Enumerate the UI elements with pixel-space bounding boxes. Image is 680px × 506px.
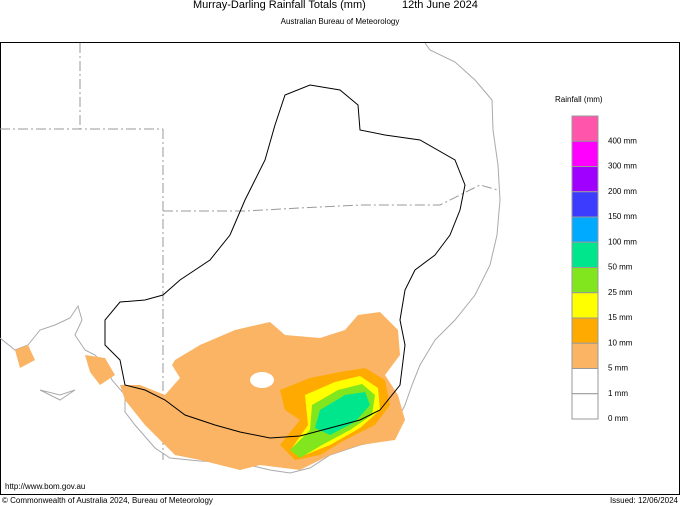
legend-swatch: [571, 115, 599, 142]
legend-title: Rainfall (mm): [555, 95, 603, 104]
legend-label: 1 mm: [608, 389, 628, 398]
url: http://www.bom.gov.au: [5, 482, 85, 491]
legend: 400 mm 300 mm 200 mm 150 mm 100 mm 50 mm 25 mm…: [571, 115, 637, 423]
legend-label: 150 mm: [608, 212, 637, 221]
rain-area-1mm: [15, 345, 35, 368]
legend-label: 400 mm: [608, 136, 637, 145]
legend-swatch: [571, 216, 599, 243]
state-borders: [0, 43, 499, 460]
basin-outline: [104, 84, 466, 439]
legend-swatch: [571, 191, 599, 218]
legend-label: 15 mm: [608, 313, 633, 322]
legend-label: 0 mm: [608, 414, 628, 423]
legend-swatch: [571, 140, 599, 167]
title: Murray-Darling Rainfall Totals (mm): [193, 0, 366, 11]
issued: Issued: 12/06/2024: [610, 496, 679, 505]
legend-label: 300 mm: [608, 162, 637, 171]
legend-swatch: [571, 241, 599, 268]
island: [39, 389, 76, 401]
legend-swatch: [571, 267, 599, 294]
legend-swatch: [571, 292, 599, 319]
legend-label: 50 mm: [608, 263, 633, 272]
dry-area: [250, 372, 274, 388]
legend-swatch: [571, 342, 599, 369]
copyright: © Commonwealth of Australia 2024, Bureau…: [2, 496, 213, 505]
rain-area-1mm: [85, 355, 115, 385]
date: 12th June 2024: [402, 0, 478, 11]
legend-label: 100 mm: [608, 237, 637, 246]
legend-label: 10 mm: [608, 338, 633, 347]
legend-swatch: [571, 166, 599, 193]
rain-area-25mm: [315, 392, 370, 435]
map: [0, 42, 501, 474]
legend-swatch: [571, 368, 599, 395]
coastline: [0, 42, 501, 474]
legend-label: 5 mm: [608, 364, 628, 373]
legend-label: 200 mm: [608, 187, 637, 196]
legend-swatch: [571, 317, 599, 344]
subtitle: Australian Bureau of Meteorology: [281, 17, 400, 26]
legend-label: 25 mm: [608, 288, 633, 297]
legend-swatch: [571, 393, 599, 420]
